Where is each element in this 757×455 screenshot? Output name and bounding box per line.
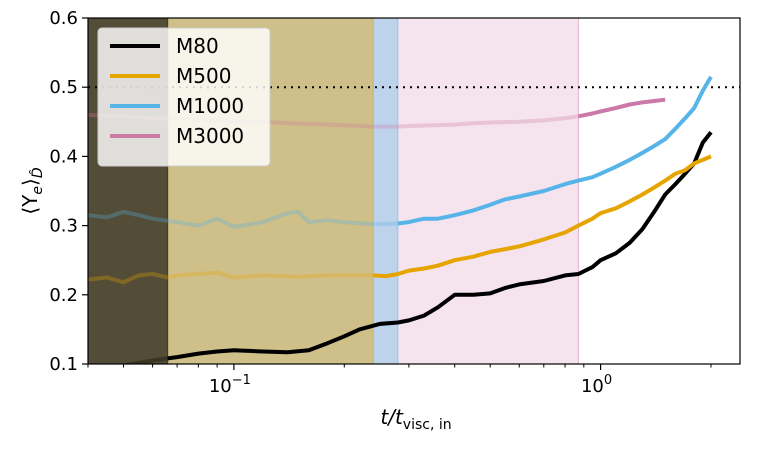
series-line-m1000-shaded <box>88 209 398 229</box>
y-axis: 0.1 0.2 0.3 0.4 0.5 0.6 <box>49 8 88 375</box>
x-axis: 10−1 100 <box>87 364 712 397</box>
y-tick-label: 0.1 <box>49 354 78 375</box>
legend: M80 M500 M1000 M3000 <box>97 27 271 167</box>
legend-label-m80: M80 <box>176 34 219 58</box>
series-lines <box>88 75 713 364</box>
series-line-m1000 <box>397 75 713 226</box>
legend-box <box>97 27 271 167</box>
legend-label-m3000: M3000 <box>176 124 244 148</box>
series-line-m500 <box>373 154 712 279</box>
legend-label-m500: M500 <box>176 64 231 88</box>
series-line-m3000 <box>578 97 666 119</box>
y-tick-label: 0.6 <box>49 8 78 29</box>
plot-frame <box>87 17 741 365</box>
y-tick-label: 0.4 <box>49 146 78 167</box>
series-line-m500-shaded <box>88 270 374 285</box>
y-axis-label: ⟨Ye⟩D̂ <box>18 167 46 214</box>
y-tick-label: 0.5 <box>49 77 78 98</box>
y-tick-label: 0.2 <box>49 285 78 306</box>
series-line-m80-shaded <box>117 356 168 364</box>
series-line-m80 <box>167 130 713 361</box>
x-axis-label: t/tvisc, in <box>380 405 451 433</box>
x-tick-label: 10−1 <box>209 373 251 397</box>
x-tick-label: 100 <box>581 373 612 397</box>
legend-label-m1000: M1000 <box>176 94 244 118</box>
y-tick-label: 0.3 <box>49 216 78 237</box>
